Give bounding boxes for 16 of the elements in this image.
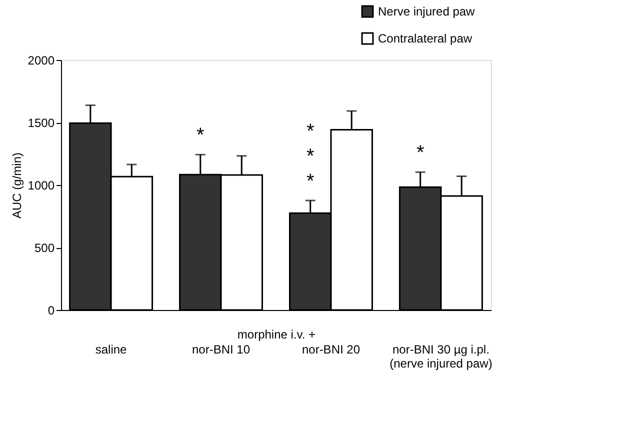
annotation: *	[196, 124, 204, 147]
y-axis-title: AUC (g/min)	[10, 152, 24, 219]
y-tick-label: 0	[48, 304, 55, 318]
y-tick-label: 1500	[28, 116, 55, 130]
y-tick-label: 2000	[28, 54, 55, 68]
x-axis-title: morphine i.v. +	[237, 328, 316, 342]
x-tick-label: nor-BNI 10	[192, 342, 250, 356]
y-tick-label: 500	[34, 241, 55, 255]
y-tick-label: 1000	[28, 178, 55, 192]
x-tick-label: nor-BNI 30 µg i.pl. (nerve injured paw)	[390, 342, 492, 370]
x-tick-label: nor-BNI 20	[302, 342, 360, 356]
legend-label: Contralateral paw	[378, 32, 472, 46]
annotation: * * *	[306, 120, 314, 192]
annotation: *	[416, 142, 424, 164]
x-tick-label: saline	[95, 342, 128, 356]
legend-label: Nerve injured paw	[378, 4, 476, 18]
